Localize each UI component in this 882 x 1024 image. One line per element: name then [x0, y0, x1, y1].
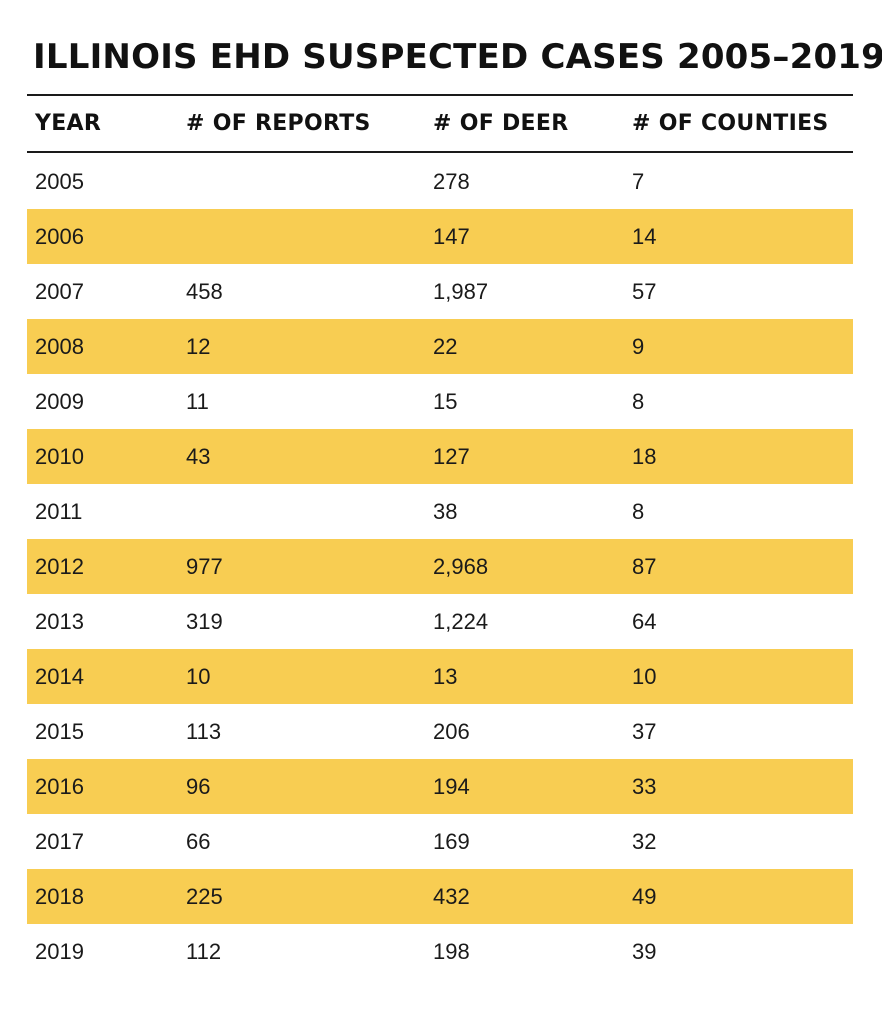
column-header-reports: # OF REPORTS: [186, 111, 371, 136]
reports-cell: 11: [186, 388, 209, 414]
deer-cell: 198: [433, 938, 470, 964]
counties-cell: 39: [632, 938, 657, 964]
year-cell: 2016: [27, 759, 178, 814]
reports-cell: 10: [178, 649, 425, 704]
deer-cell: 15: [433, 388, 458, 414]
table-row: 2006 147 14: [27, 209, 853, 264]
year-cell: 2009: [35, 388, 84, 414]
counties-cell: 7: [632, 168, 645, 194]
year-cell: 2007: [35, 278, 84, 304]
reports-cell: [178, 154, 425, 209]
counties-cell: 37: [632, 718, 657, 744]
reports-cell: 66: [186, 828, 211, 854]
deer-cell: 22: [425, 319, 624, 374]
counties-cell: 49: [624, 869, 853, 924]
counties-cell: 8: [632, 498, 645, 524]
reports-cell: 43: [178, 429, 425, 484]
counties-cell: 57: [632, 278, 657, 304]
year-cell: 2014: [27, 649, 178, 704]
year-cell: 2006: [27, 209, 178, 264]
year-cell: 2019: [35, 938, 84, 964]
table-row: 2009 11 15 8: [27, 374, 853, 429]
counties-cell: 10: [624, 649, 853, 704]
table-row: 2016 96 194 33: [27, 759, 853, 814]
year-cell: 2010: [27, 429, 178, 484]
counties-cell: 9: [624, 319, 853, 374]
table-row: 2011 38 8: [27, 484, 853, 539]
counties-cell: 14: [624, 209, 853, 264]
deer-cell: 127: [425, 429, 624, 484]
deer-cell: 169: [433, 828, 470, 854]
reports-cell: 458: [186, 278, 223, 304]
header-row: YEAR # OF REPORTS # OF DEER # OF COUNTIE…: [27, 96, 853, 151]
column-header-counties: # OF COUNTIES: [632, 111, 829, 136]
ehd-cases-table: YEAR # OF REPORTS # OF DEER # OF COUNTIE…: [27, 96, 853, 979]
reports-cell: 96: [178, 759, 425, 814]
reports-cell: 319: [186, 608, 223, 634]
reports-cell: 977: [178, 539, 425, 594]
reports-cell: [178, 209, 425, 264]
deer-cell: 1,224: [433, 608, 489, 634]
counties-cell: 33: [624, 759, 853, 814]
counties-cell: 64: [632, 608, 657, 634]
table-row: 2015 113 206 37: [27, 704, 853, 759]
table-row: 2017 66 169 32: [27, 814, 853, 869]
year-cell: 2011: [35, 498, 83, 524]
table-body: 2005 278 7 2006 147 14 2007 458 1,987 57 2008 12 22 9…: [27, 151, 853, 979]
deer-cell: 1,987: [433, 278, 489, 304]
reports-cell: 225: [178, 869, 425, 924]
deer-cell: 147: [425, 209, 624, 264]
reports-cell: 12: [178, 319, 425, 374]
year-cell: 2018: [27, 869, 178, 924]
year-cell: 2008: [27, 319, 178, 374]
table-row: 2014 10 13 10: [27, 649, 853, 704]
column-header-deer: # OF DEER: [433, 111, 569, 136]
deer-cell: 38: [433, 498, 458, 524]
reports-cell: [178, 484, 425, 539]
table-row: 2010 43 127 18: [27, 429, 853, 484]
deer-cell: 13: [425, 649, 624, 704]
table-row: 2005 278 7: [27, 154, 853, 209]
counties-cell: 18: [624, 429, 853, 484]
column-header-year: YEAR: [35, 111, 102, 136]
deer-cell: 2,968: [425, 539, 624, 594]
table-row: 2012 977 2,968 87: [27, 539, 853, 594]
header-bottom-rule: [27, 151, 853, 153]
counties-cell: 32: [632, 828, 657, 854]
year-cell: 2015: [35, 718, 84, 744]
reports-cell: 113: [186, 718, 222, 744]
table-row: 2008 12 22 9: [27, 319, 853, 374]
counties-cell: 8: [632, 388, 645, 414]
table-row: 2019 112 198 39: [27, 924, 853, 979]
counties-cell: 87: [624, 539, 853, 594]
year-cell: 2017: [35, 828, 84, 854]
table-row: 2013 319 1,224 64: [27, 594, 853, 649]
table-row: 2007 458 1,987 57: [27, 264, 853, 319]
deer-cell: 278: [433, 168, 470, 194]
table-title: ILLINOIS EHD SUSPECTED CASES 2005–2019: [33, 37, 882, 77]
deer-cell: 206: [433, 718, 470, 744]
top-rule: [27, 94, 853, 96]
year-cell: 2005: [35, 168, 84, 194]
year-cell: 2013: [35, 608, 84, 634]
deer-cell: 432: [425, 869, 624, 924]
year-cell: 2012: [27, 539, 178, 594]
deer-cell: 194: [425, 759, 624, 814]
reports-cell: 112: [186, 938, 222, 964]
table-row: 2018 225 432 49: [27, 869, 853, 924]
